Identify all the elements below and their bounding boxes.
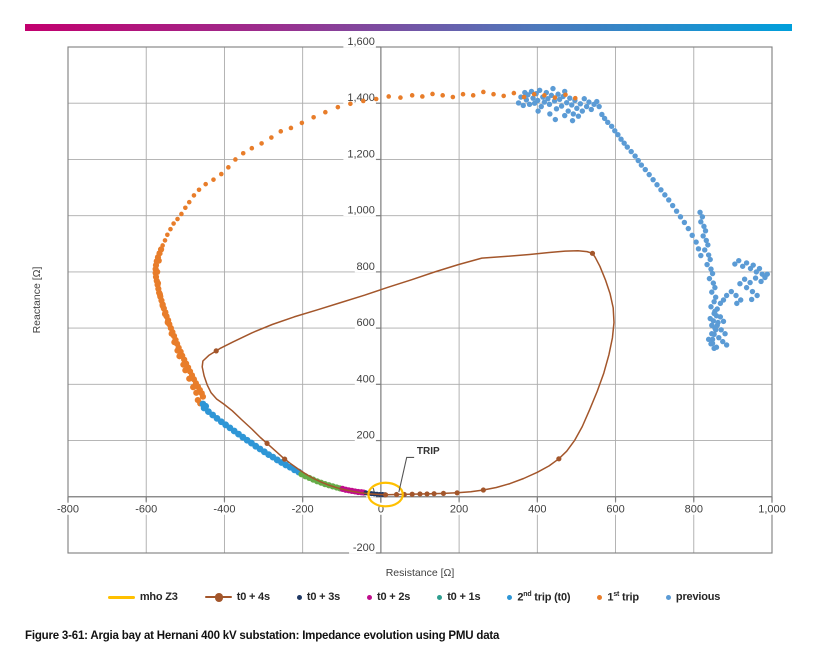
zero-axes — [67, 46, 773, 554]
svg-text:1,400: 1,400 — [347, 92, 375, 104]
series-first-trip — [160, 89, 578, 248]
legend-item-1-trip: 1st trip — [597, 591, 639, 604]
svg-text:200: 200 — [450, 503, 468, 515]
legend-label: previous — [675, 591, 721, 604]
legend-label: t0 + 1s — [447, 591, 481, 604]
svg-text:-600: -600 — [135, 503, 157, 515]
figure-caption: Figure 3-61: Argia bay at Hernani 400 kV… — [25, 630, 500, 642]
page-accent-gradient-bar — [25, 24, 792, 31]
legend-marker-icon — [204, 593, 232, 602]
legend-label: 2nd trip (t0) — [517, 591, 571, 604]
series-previous — [515, 85, 771, 352]
legend-marker-icon — [296, 594, 302, 600]
svg-text:TRIP: TRIP — [417, 446, 440, 457]
legend-marker-icon — [437, 594, 443, 600]
legend-item-t0-2s: t0 + 2s — [367, 591, 410, 603]
series-second-trip — [199, 400, 303, 476]
svg-text:200: 200 — [357, 430, 375, 442]
svg-text:1,600: 1,600 — [347, 36, 375, 48]
svg-text:1,200: 1,200 — [347, 148, 375, 160]
legend-marker-dot — [214, 593, 224, 602]
legend-label: mho Z3 — [139, 591, 178, 604]
series-t0-plus-4s — [201, 250, 615, 498]
legend-marker-icon — [597, 594, 603, 600]
mho-z3-circle — [367, 481, 404, 508]
impedance-chart-svg: -200 0 200 400 600 800 1,000 1,200 1,400 1,600 -80… — [31, 35, 789, 579]
legend-marker-icon — [367, 594, 373, 600]
legend-item-t0-3s: t0 + 3s — [296, 591, 341, 604]
chart-legend: mho Z3 t0 + 4s t0 + 3s t0 + 2s t0 + 1s 2nd tr… — [0, 591, 828, 604]
svg-text:-400: -400 — [213, 503, 235, 515]
legend-item-2-trip-t0-: 2nd trip (t0) — [507, 591, 571, 604]
legend-marker-icon — [507, 594, 513, 600]
gridlines — [67, 46, 773, 554]
tick-labels: -200 0 200 400 600 800 1,000 1,200 1,400 1,600 -80… — [54, 35, 789, 554]
svg-text:600: 600 — [357, 317, 375, 329]
svg-text:800: 800 — [685, 503, 703, 515]
legend-item-t0-1s: t0 + 1s — [437, 591, 481, 604]
legend-item-mho-z3: mho Z3 — [107, 591, 178, 604]
legend-marker-icon — [665, 594, 671, 600]
series-first-trip-dense — [152, 246, 207, 407]
svg-text:-200: -200 — [353, 542, 375, 554]
legend-label: t0 + 4s — [236, 591, 270, 604]
svg-text:-800: -800 — [57, 503, 79, 515]
legend-item-t0-4s: t0 + 4s — [204, 591, 270, 604]
legend-item-previous: previous — [665, 591, 721, 604]
svg-text:600: 600 — [606, 503, 624, 515]
legend-marker-icon — [107, 596, 135, 599]
svg-text:1,000: 1,000 — [758, 503, 786, 515]
legend-label: 1st trip — [607, 591, 639, 604]
legend-label: t0 + 2s — [377, 591, 411, 604]
svg-text:1,000: 1,000 — [347, 205, 375, 217]
impedance-chart: -200 0 200 400 600 800 1,000 1,200 1,400 1,600 -80… — [31, 35, 789, 579]
svg-text:-200: -200 — [292, 503, 314, 515]
plot-border — [67, 46, 773, 554]
trip-annotation: TRIP — [398, 446, 440, 493]
svg-text:800: 800 — [357, 261, 375, 273]
y-axis-title: Reactance [Ω] — [31, 267, 43, 334]
svg-text:400: 400 — [528, 503, 546, 515]
svg-text:0: 0 — [378, 503, 384, 515]
x-axis-title: Resistance [Ω] — [386, 567, 455, 579]
legend-label: t0 + 3s — [306, 591, 341, 604]
svg-text:400: 400 — [357, 373, 375, 385]
